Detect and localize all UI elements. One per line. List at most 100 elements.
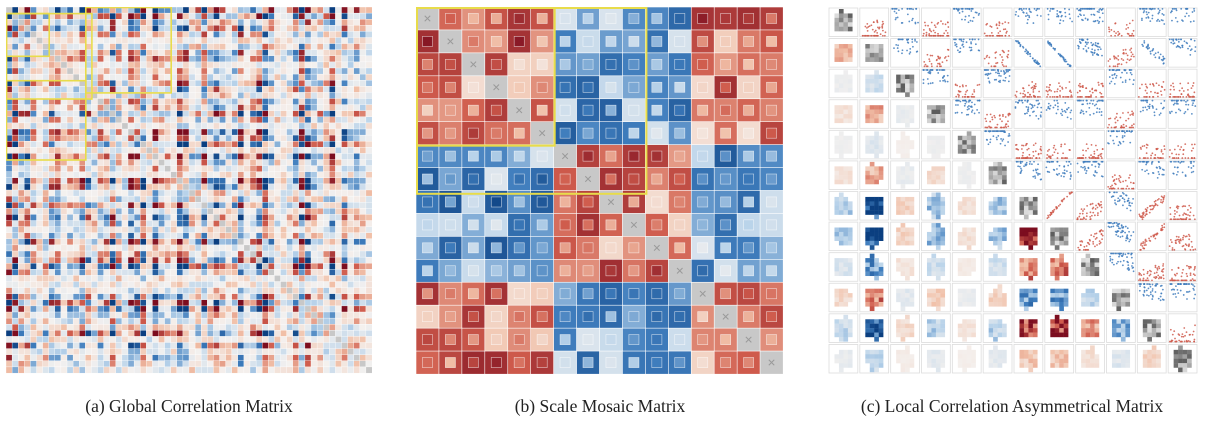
matrix-cell[interactable] [170,153,178,160]
matrix-cell[interactable] [329,86,336,93]
matrix-cell[interactable] [335,330,342,337]
matrix-cell[interactable] [60,19,68,26]
matrix-cell[interactable] [286,293,294,301]
matrix-cell[interactable] [298,55,306,63]
matrix-cell[interactable] [133,104,141,112]
matrix-cell[interactable] [158,336,165,343]
matrix-cell[interactable] [164,287,172,295]
matrix-cell[interactable] [316,19,324,26]
matrix-cell[interactable] [316,263,324,270]
matrix-cell[interactable] [316,311,324,319]
matrix-cell[interactable] [255,80,263,87]
matrix-cell[interactable] [213,147,220,154]
matrix-cell[interactable] [60,269,68,276]
matrix-cell[interactable] [292,183,300,191]
matrix-cell[interactable] [164,128,172,136]
matrix-cell[interactable] [121,43,129,51]
matrix-cell[interactable] [152,25,159,32]
matrix-cell[interactable] [79,366,86,374]
matrix-cell[interactable] [188,12,196,20]
matrix-cell[interactable] [341,366,348,374]
matrix-cell[interactable] [231,269,239,276]
matrix-cell[interactable] [188,317,196,325]
matrix-cell[interactable] [268,336,275,343]
matrix-cell[interactable] [54,55,62,63]
matrix-cell[interactable] [335,275,342,282]
matrix-cell[interactable] [91,336,98,343]
matrix-cell[interactable] [316,171,324,179]
matrix-cell[interactable] [219,49,226,57]
matrix-cell[interactable] [146,80,153,87]
matrix-cell[interactable] [329,147,336,154]
matrix-cell[interactable] [97,226,104,234]
matrix-cell[interactable] [194,159,202,166]
matrix-cell[interactable] [79,311,86,319]
matrix-cell[interactable] [274,348,281,356]
matrix-cell[interactable] [213,80,220,87]
matrix-cell[interactable] [347,128,355,136]
matrix-cell[interactable] [243,134,251,142]
matrix-cell[interactable] [6,366,13,374]
matrix-cell[interactable] [158,275,165,282]
matrix-cell[interactable] [97,128,104,136]
matrix-cell[interactable] [146,195,153,203]
matrix-cell[interactable] [316,134,324,142]
matrix-cell[interactable] [109,202,117,209]
matrix-cell[interactable] [97,238,104,246]
matrix-cell[interactable] [176,153,184,160]
matrix-cell[interactable] [11,305,19,313]
matrix-cell[interactable] [201,305,208,313]
matrix-cell[interactable] [11,269,19,276]
matrix-cell[interactable] [323,128,330,136]
matrix-cell[interactable] [109,250,117,258]
matrix-cell[interactable] [18,86,25,93]
matrix-cell[interactable] [115,330,123,337]
matrix-cell[interactable] [127,208,135,215]
matrix-cell[interactable] [176,299,184,307]
matrix-cell[interactable] [194,92,202,99]
matrix-cell[interactable] [54,183,62,191]
matrix-cell[interactable] [365,55,372,63]
matrix-cell[interactable] [365,366,372,374]
matrix-cell[interactable] [298,177,306,185]
matrix-cell[interactable] [158,256,165,264]
matrix-cell[interactable] [310,214,318,221]
matrix-cell[interactable] [158,73,165,81]
matrix-cell[interactable] [323,134,330,142]
matrix-cell[interactable] [316,195,324,203]
matrix-cell[interactable] [329,73,336,81]
matrix-cell[interactable] [237,336,245,343]
matrix-cell[interactable] [66,31,74,38]
matrix-cell[interactable] [323,165,330,173]
matrix-cell[interactable] [329,238,336,246]
matrix-cell[interactable] [249,19,257,26]
matrix-cell[interactable] [182,86,190,93]
matrix-cell[interactable] [194,189,202,197]
matrix-cell[interactable] [316,208,324,215]
matrix-cell[interactable] [11,171,19,179]
matrix-cell[interactable] [36,226,43,234]
matrix-cell[interactable] [140,336,147,343]
matrix-cell[interactable] [109,43,117,51]
matrix-cell[interactable] [353,86,361,93]
matrix-cell[interactable] [292,299,300,307]
matrix-cell[interactable] [225,244,233,252]
matrix-cell[interactable] [48,281,56,288]
matrix-cell[interactable] [164,80,172,87]
matrix-cell[interactable] [66,183,74,191]
matrix-cell[interactable] [91,165,98,173]
matrix-cell[interactable] [341,116,348,124]
matrix-cell[interactable] [79,92,86,99]
matrix-cell[interactable] [109,330,117,337]
matrix-cell[interactable] [170,244,178,252]
matrix-cell[interactable] [237,86,245,93]
matrix-cell[interactable] [158,159,165,166]
matrix-cell[interactable] [231,348,239,356]
matrix-cell[interactable] [329,177,336,185]
matrix-cell[interactable] [201,73,208,81]
matrix-cell[interactable] [262,281,269,288]
matrix-cell[interactable] [329,299,336,307]
matrix-cell[interactable] [304,208,312,215]
matrix-cell[interactable] [103,55,111,63]
matrix-cell[interactable] [152,311,159,319]
